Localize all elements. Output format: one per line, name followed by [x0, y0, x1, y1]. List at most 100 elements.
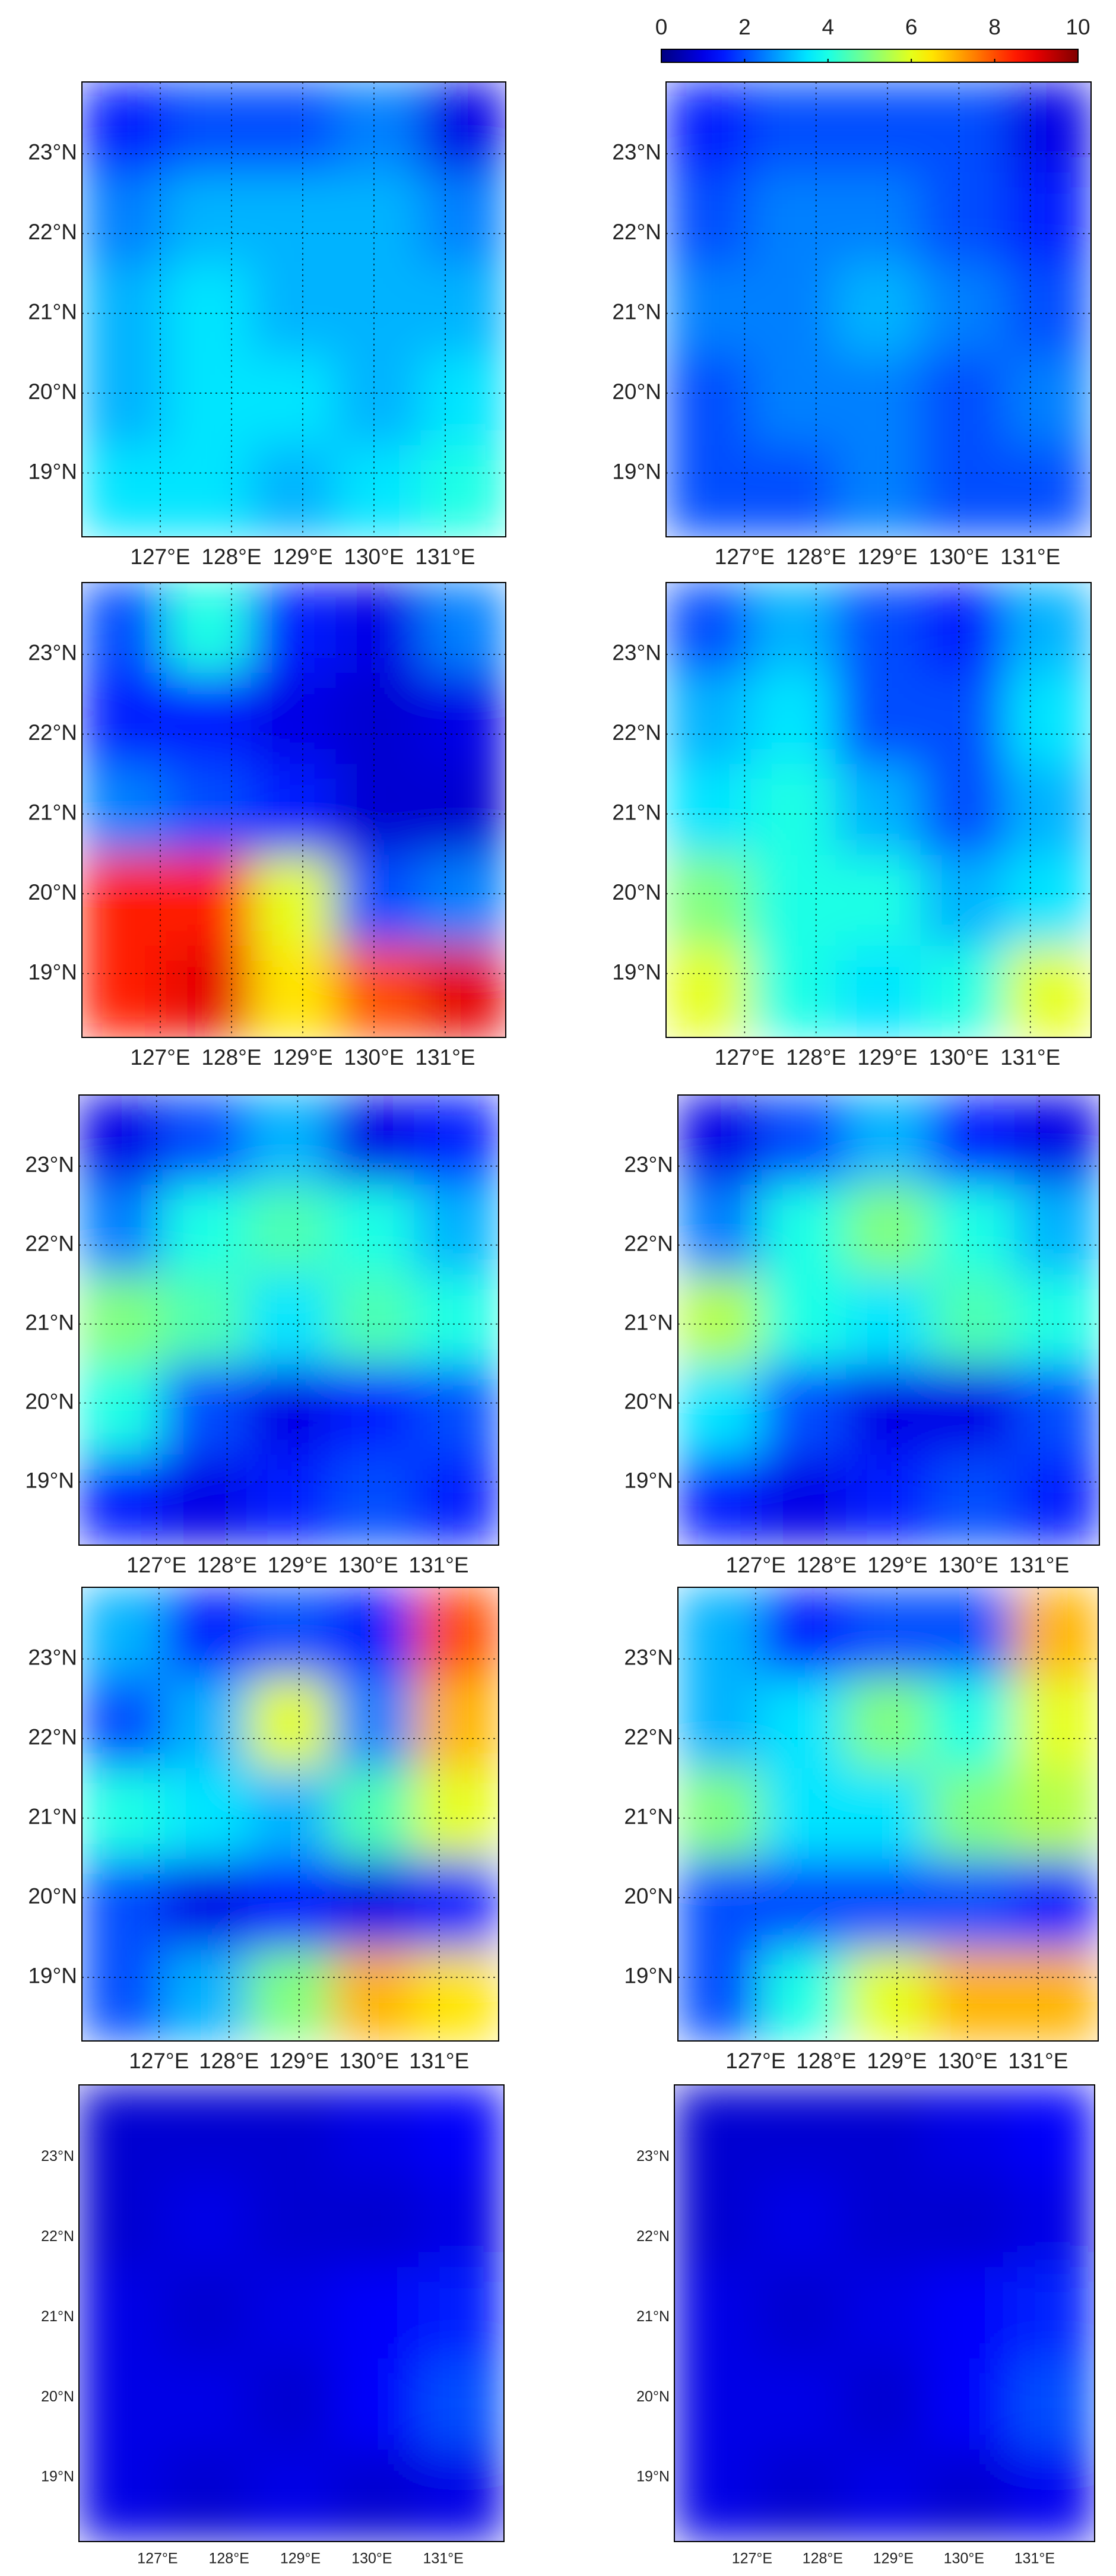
- field-cell: [166, 82, 252, 174]
- field-cell: [82, 583, 167, 675]
- lon-tick-label: 129°E: [272, 1045, 332, 1069]
- field-cell: [1014, 1274, 1099, 1366]
- lat-tick-label: 20°N: [41, 2388, 74, 2405]
- field-cell: [414, 1950, 499, 2041]
- field-cell: [761, 1950, 847, 2041]
- lat-tick-label: 23°N: [28, 140, 77, 164]
- field-cell: [335, 764, 422, 856]
- lat-tick-label: 19°N: [612, 459, 661, 483]
- field-cell: [920, 673, 1007, 765]
- field-cell: [162, 1095, 248, 1186]
- map-panel: 127°E 128°E 129°E 130°E 131°E 19°N 20°N 21°N 22°…: [612, 582, 1092, 1069]
- field-cell: [166, 764, 252, 856]
- field-cell: [82, 1768, 166, 1860]
- lon-tick-label: 131°E: [1000, 545, 1060, 569]
- field-cell: [82, 354, 167, 447]
- field: [666, 583, 1091, 1037]
- lon-tick-label: 128°E: [786, 1045, 846, 1069]
- field-cell: [835, 445, 922, 537]
- field-cell: [750, 855, 837, 947]
- field-cell: [1005, 354, 1091, 447]
- lon-tick-label: 130°E: [344, 1045, 404, 1069]
- lon-tick-label: 130°E: [929, 1045, 989, 1069]
- field-cell: [1005, 263, 1091, 356]
- field-cell: [846, 1095, 931, 1186]
- field-cell: [82, 1859, 166, 1951]
- field-cell: [1014, 1184, 1099, 1276]
- field-cell: [248, 2267, 335, 2360]
- field-cell: [414, 1274, 499, 1366]
- field-cell: [678, 1095, 763, 1186]
- panel-frame: [78, 2084, 505, 2542]
- field-cell: [251, 354, 337, 447]
- field-cell: [920, 855, 1007, 947]
- panel-frame: [81, 81, 506, 537]
- field-cell: [246, 1364, 332, 1456]
- field-cell: [251, 673, 337, 765]
- field-cell: [845, 1859, 931, 1951]
- lon-tick-label: 129°E: [268, 1553, 328, 1577]
- field-cell: [163, 2267, 250, 2360]
- field-cell: [1014, 1095, 1099, 1186]
- field-cell: [331, 1859, 416, 1951]
- lat-tick-label: 21°N: [28, 1804, 77, 1828]
- field-cell: [1005, 673, 1091, 765]
- map-panel: 127°E 128°E 129°E 130°E 131°E 19°N 20°N 21°N 22°…: [28, 81, 506, 569]
- field-cell: [82, 1677, 166, 1770]
- field-cell: [420, 172, 506, 265]
- lon-tick-label: 129°E: [867, 1553, 927, 1577]
- field-cell: [761, 1677, 847, 1770]
- lat-tick-label: 20°N: [28, 1884, 77, 1909]
- lat-tick-label: 22°N: [28, 720, 77, 745]
- field-cell: [82, 263, 167, 356]
- panel-frame: [677, 1587, 1099, 2042]
- field-cell: [929, 1768, 1015, 1860]
- lon-tick-label: 127°E: [137, 2550, 177, 2567]
- lat-tick-label: 21°N: [28, 300, 77, 324]
- field-cell: [1010, 2358, 1095, 2451]
- field-cell: [248, 2085, 335, 2177]
- lon-tick-label: 129°E: [272, 545, 332, 569]
- field-cell: [162, 1364, 248, 1456]
- field-cell: [1005, 583, 1091, 675]
- field-cell: [414, 1587, 499, 1679]
- field-cell: [674, 2450, 759, 2542]
- lat-tick-label: 19°N: [624, 1964, 673, 1988]
- lat-tick-label: 21°N: [28, 800, 77, 825]
- field-cell: [762, 1454, 847, 1545]
- field-cell: [335, 855, 422, 947]
- field-cell: [246, 1454, 332, 1545]
- lon-tick-label: 127°E: [715, 1045, 775, 1069]
- field-cell: [1005, 82, 1091, 174]
- field-cell: [750, 764, 837, 856]
- field-cell: [330, 1364, 416, 1456]
- field-cell: [330, 1274, 416, 1366]
- field-cell: [418, 2358, 504, 2451]
- field-cell: [750, 673, 837, 765]
- field-cell: [835, 673, 922, 765]
- field-cell: [162, 1274, 248, 1366]
- field-cell: [164, 1768, 249, 1860]
- field-cell: [82, 764, 167, 856]
- lon-tick-label: 127°E: [715, 545, 775, 569]
- lat-tick-label: 21°N: [41, 2308, 74, 2325]
- lat-tick-label: 20°N: [28, 379, 77, 404]
- field-cell: [414, 1677, 499, 1770]
- field-cell: [246, 1184, 332, 1276]
- lat-tick-label: 20°N: [624, 1884, 673, 1909]
- map-panel: 127°E 128°E 129°E 130°E 131°E 19°N 20°N 21°N 22°…: [612, 81, 1092, 569]
- lon-tick-label: 129°E: [873, 2550, 914, 2567]
- lon-tick-label: 128°E: [209, 2550, 249, 2567]
- field-cell: [166, 855, 252, 947]
- field: [82, 82, 506, 537]
- field-cell: [846, 1364, 931, 1456]
- field-cell: [163, 2450, 250, 2542]
- lon-tick-label: 128°E: [199, 2049, 259, 2073]
- field-cell: [929, 1677, 1015, 1770]
- field-cell: [1013, 1677, 1098, 1770]
- field-cell: [842, 2358, 927, 2451]
- field-cell: [929, 1859, 1015, 1951]
- field-cell: [925, 2085, 1012, 2177]
- field-cell: [762, 1184, 847, 1276]
